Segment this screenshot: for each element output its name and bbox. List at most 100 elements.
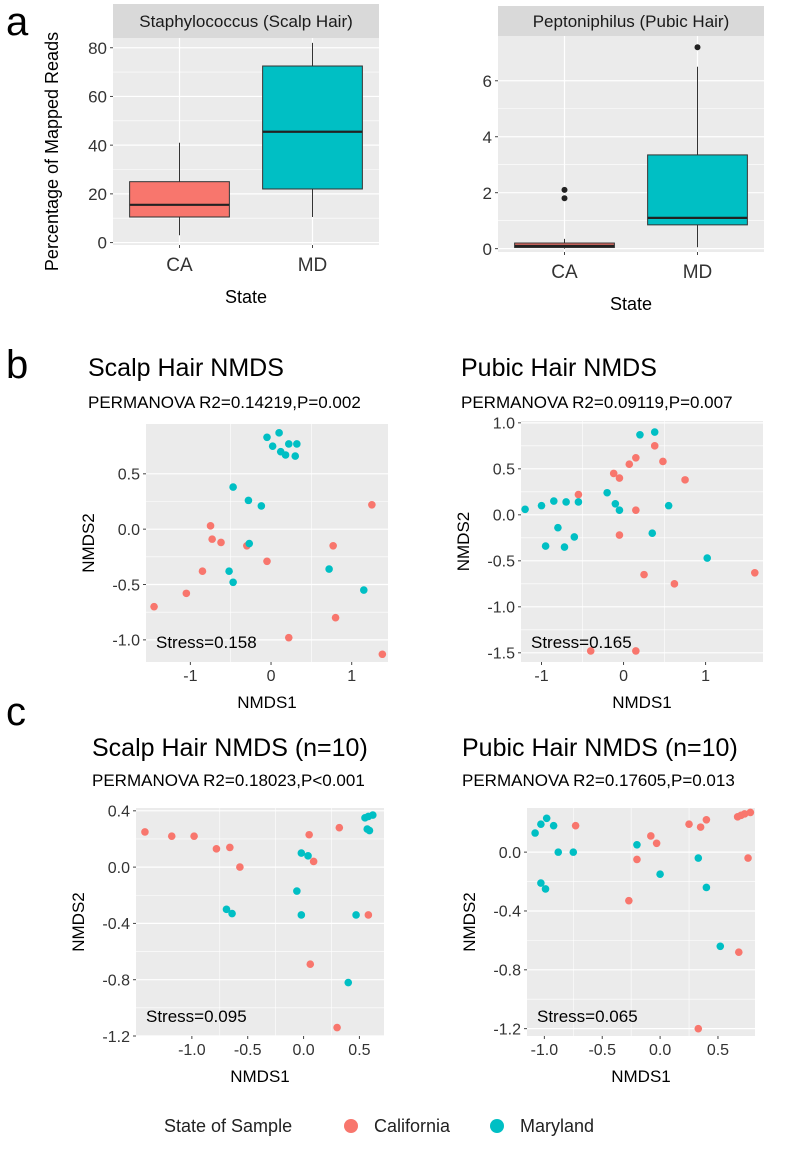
c1-xtick-label: -1.0 [178, 1042, 206, 1059]
b1-stress-annotation: Stress=0.158 [156, 633, 257, 652]
c1-point-california [236, 863, 244, 871]
panel-label-a: a [6, 0, 29, 44]
b1-point-california [378, 650, 387, 659]
c1-point-maryland [228, 909, 236, 918]
b2-point-california [750, 568, 759, 577]
c1-ytick-label: 0.0 [108, 860, 130, 877]
b2-ytick-label: -1.0 [487, 600, 515, 617]
c1-point-maryland [297, 849, 306, 857]
b2-point-california [632, 647, 640, 655]
b2-point-maryland [648, 529, 657, 538]
legend-california-marker [344, 1119, 358, 1133]
c2-point-maryland [541, 885, 550, 893]
b2-point-california [650, 442, 659, 450]
a2-strip-title: Peptoniphilus (Pubic Hair) [533, 12, 730, 31]
c2-point-california [696, 823, 705, 831]
c1-panel-background [136, 808, 384, 1036]
a1-ytick-label: 40 [88, 136, 107, 155]
a2-outlier-CA [561, 186, 568, 193]
c1-point-maryland [293, 887, 301, 895]
b2-point-maryland [703, 554, 712, 562]
c2-point-california [746, 808, 755, 817]
b2-point-maryland [521, 505, 529, 514]
b1-panel-background [146, 424, 388, 662]
a1-ylabel: Percentage of Mapped Reads [42, 32, 62, 271]
c2-ytick-label: -1.2 [493, 1021, 521, 1038]
b1-point-maryland [360, 586, 368, 594]
a2-outlier-MD [694, 44, 701, 51]
b2-panel-background [521, 421, 763, 662]
a1-ytick-label: 0 [98, 234, 107, 253]
b2-ytick-label: -0.5 [487, 554, 515, 571]
a2-ytick-label: 6 [483, 72, 492, 91]
c1-ytick-label: -0.8 [102, 972, 130, 989]
c1-point-california [167, 832, 176, 840]
c2-point-california [633, 855, 641, 864]
a2-box-MD [647, 154, 748, 226]
c1-point-california [335, 823, 344, 832]
c1-point-maryland [365, 826, 374, 835]
b1-ytick-label: 0.0 [118, 522, 140, 539]
c2-point-california [694, 1024, 703, 1033]
b1-xtick-label: 0 [267, 668, 276, 685]
b2-ytick-label: 1.0 [493, 416, 515, 433]
b1-point-california [150, 602, 158, 611]
b1-point-maryland [263, 433, 271, 442]
c1-point-california [309, 857, 318, 866]
b2-point-maryland [611, 499, 620, 508]
c1-point-california [306, 960, 315, 969]
c1-point-california [364, 911, 373, 919]
a2-ytick-label: 2 [483, 184, 492, 203]
c1-xtick-label: 0.0 [292, 1042, 314, 1059]
c2-xtick-label: 0.0 [649, 1042, 671, 1059]
b2-point-maryland [636, 430, 644, 439]
c2-stress-annotation: Stress=0.065 [537, 1007, 638, 1026]
b2-point-california [625, 460, 634, 469]
b2-point-california [574, 490, 583, 499]
legend-california-label: California [374, 1116, 451, 1136]
c2-point-maryland [531, 829, 539, 837]
b2-point-maryland [664, 501, 673, 510]
b2-point-maryland [537, 501, 546, 510]
c1-subtitle: PERMANOVA R2=0.18023,P<0.001 [92, 771, 365, 790]
legend-title: State of Sample [164, 1116, 293, 1136]
c1-xlabel: NMDS1 [230, 1067, 290, 1086]
b1-point-maryland [225, 567, 233, 576]
c2-xtick-label: -1.0 [531, 1042, 559, 1059]
c2-subtitle: PERMANOVA R2=0.17605,P=0.013 [462, 771, 735, 790]
c1-point-california [212, 845, 221, 853]
c1-point-maryland [222, 905, 231, 914]
b2-point-california [681, 476, 689, 484]
panel-label-b: b [6, 343, 29, 387]
b2-point-california [615, 474, 624, 482]
a1-xlabel: State [225, 287, 267, 307]
c2-point-maryland [694, 854, 703, 862]
c2-xlabel: NMDS1 [611, 1067, 671, 1086]
c1-point-california [226, 843, 234, 852]
b2-point-california [632, 506, 640, 515]
a2-xtick-label: CA [551, 262, 578, 283]
a2-xlabel: State [610, 294, 652, 314]
b1-point-maryland [229, 483, 237, 491]
c2-xtick-label: 0.5 [707, 1042, 729, 1059]
a2-xtick-label: MD [683, 262, 713, 283]
b1-point-california [329, 541, 337, 550]
c2-ytick-label: -0.8 [493, 963, 521, 980]
c2-point-maryland [549, 821, 558, 830]
b1-point-california [198, 567, 207, 576]
b2-point-california [640, 570, 648, 579]
b2-ytick-label: -1.5 [487, 646, 515, 663]
c1-ytick-label: -1.2 [102, 1029, 130, 1046]
c1-point-maryland [344, 978, 353, 987]
c1-ytick-label: 0.4 [108, 804, 130, 821]
c1-point-maryland [304, 852, 312, 860]
c2-point-california [647, 832, 655, 840]
a1-strip-title: Staphylococcus (Scalp Hair) [139, 12, 353, 31]
b2-subtitle: PERMANOVA R2=0.09119,P=0.007 [461, 393, 733, 412]
b1-point-california [182, 589, 191, 598]
c2-panel-background [527, 808, 755, 1036]
legend-maryland-label: Maryland [520, 1116, 595, 1136]
b2-point-maryland [615, 506, 624, 515]
c1-point-maryland [352, 911, 360, 919]
c2-point-california [685, 820, 693, 828]
